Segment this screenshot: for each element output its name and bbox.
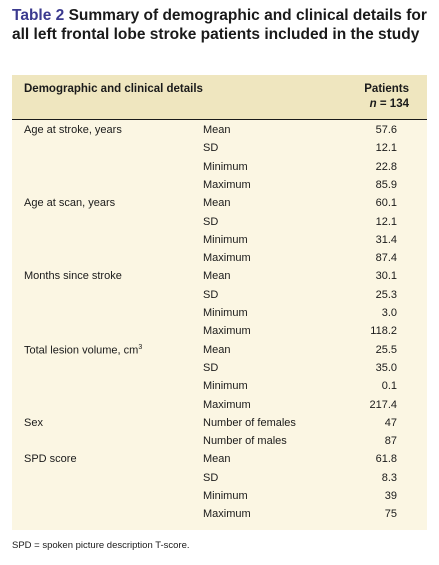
- row-statistic: Minimum: [203, 307, 248, 319]
- table-row: Maximum 85.9: [12, 179, 427, 197]
- row-statistic: Mean: [203, 270, 231, 283]
- header-rule: [12, 119, 427, 120]
- row-group-label: Months since stroke: [24, 270, 122, 283]
- row-statistic: Number of females: [203, 416, 296, 429]
- row-statistic: Minimum: [203, 490, 248, 502]
- table-row: SD 12.1: [12, 216, 427, 234]
- row-value: 118.2: [370, 325, 397, 338]
- row-statistic: SD: [203, 361, 219, 374]
- row-statistic: Maximum: [203, 325, 251, 338]
- table-row: SPD score Mean 61.8: [12, 453, 427, 471]
- table-row: SD 8.3: [12, 472, 427, 490]
- unit-superscript: 3: [138, 343, 143, 351]
- table-row: Maximum 118.2: [12, 325, 427, 343]
- row-value: 87: [384, 435, 397, 448]
- table-row: Minimum 31.4: [12, 234, 427, 252]
- row-value: 12.1: [375, 142, 397, 155]
- table-title: Table 2 Summary of demographic and clini…: [12, 6, 427, 44]
- row-value: 8.3: [381, 471, 397, 484]
- row-statistic: SD: [203, 288, 219, 301]
- row-value: 39: [384, 490, 397, 502]
- row-value: 75: [384, 508, 397, 521]
- table-caption: Summary of demographic and clinical deta…: [12, 7, 427, 43]
- table-row: SD 12.1: [12, 142, 427, 160]
- row-value: 25.3: [375, 288, 397, 301]
- row-value: 61.8: [375, 453, 397, 466]
- row-value: 22.8: [375, 160, 397, 173]
- header-n: n = 134: [370, 98, 409, 110]
- table-row: Minimum 22.8: [12, 161, 427, 179]
- table-row: SD 25.3: [12, 289, 427, 307]
- table-row: Minimum 39: [12, 490, 427, 508]
- row-value: 47: [384, 416, 397, 429]
- row-statistic: Minimum: [203, 160, 248, 173]
- row-statistic: Mean: [203, 197, 231, 210]
- table-number: Table 2: [12, 7, 65, 24]
- row-statistic: Mean: [203, 124, 231, 136]
- table-row: Maximum 87.4: [12, 252, 427, 270]
- table-row: Maximum 75: [12, 508, 427, 526]
- row-value: 87.4: [375, 252, 397, 265]
- row-value: 3.0: [381, 307, 397, 319]
- row-statistic: Maximum: [203, 252, 251, 265]
- table-row: Total lesion volume, cm3 Mean 25.5: [12, 344, 427, 362]
- row-value: 31.4: [375, 233, 397, 246]
- row-statistic: Maximum: [203, 398, 251, 411]
- row-value: 30.1: [375, 270, 397, 283]
- row-group-label: Total lesion volume, cm3: [24, 343, 143, 357]
- table-row: Number of males 87: [12, 435, 427, 453]
- row-value: 35.0: [375, 361, 397, 374]
- header-n-symbol: n: [369, 98, 377, 110]
- table-row: Minimum 0.1: [12, 380, 427, 398]
- header-patients: Patients: [364, 83, 409, 95]
- table-row: Sex Number of females 47: [12, 417, 427, 435]
- table-row: Age at scan, years Mean 60.1: [12, 197, 427, 215]
- table-row: SD 35.0: [12, 362, 427, 380]
- row-value: 12.1: [375, 215, 397, 228]
- row-value: 60.1: [375, 197, 397, 210]
- table-row: Minimum 3.0: [12, 307, 427, 325]
- row-statistic: SD: [203, 142, 219, 155]
- row-statistic: Maximum: [203, 178, 251, 191]
- row-statistic: SD: [203, 471, 219, 484]
- row-statistic: Mean: [203, 343, 231, 356]
- row-value: 25.5: [375, 343, 397, 356]
- row-statistic: Maximum: [203, 508, 251, 521]
- row-statistic: SD: [203, 215, 219, 228]
- row-value: 85.9: [375, 178, 397, 191]
- table-row: Maximum 217.4: [12, 399, 427, 417]
- header-n-value: = 134: [376, 98, 409, 110]
- row-group-label: SPD score: [24, 453, 77, 466]
- row-statistic: Number of males: [203, 435, 287, 448]
- row-value: 0.1: [381, 380, 397, 393]
- row-group-label: Age at stroke, years: [24, 124, 122, 136]
- table-header: Demographic and clinical details Patient…: [12, 75, 427, 119]
- table-footnote: SPD = spoken picture description T-score…: [12, 540, 190, 551]
- table-row: Age at stroke, years Mean 57.6: [12, 124, 427, 142]
- row-value: 57.6: [375, 124, 397, 136]
- data-table: Demographic and clinical details Patient…: [12, 75, 427, 530]
- header-details: Demographic and clinical details: [24, 83, 203, 95]
- row-group-label: Sex: [24, 416, 43, 429]
- row-statistic: Minimum: [203, 233, 248, 246]
- table-row: Months since stroke Mean 30.1: [12, 270, 427, 288]
- row-statistic: Minimum: [203, 380, 248, 393]
- row-statistic: Mean: [203, 453, 231, 466]
- row-group-label: Age at scan, years: [24, 197, 116, 210]
- row-value: 217.4: [369, 398, 397, 411]
